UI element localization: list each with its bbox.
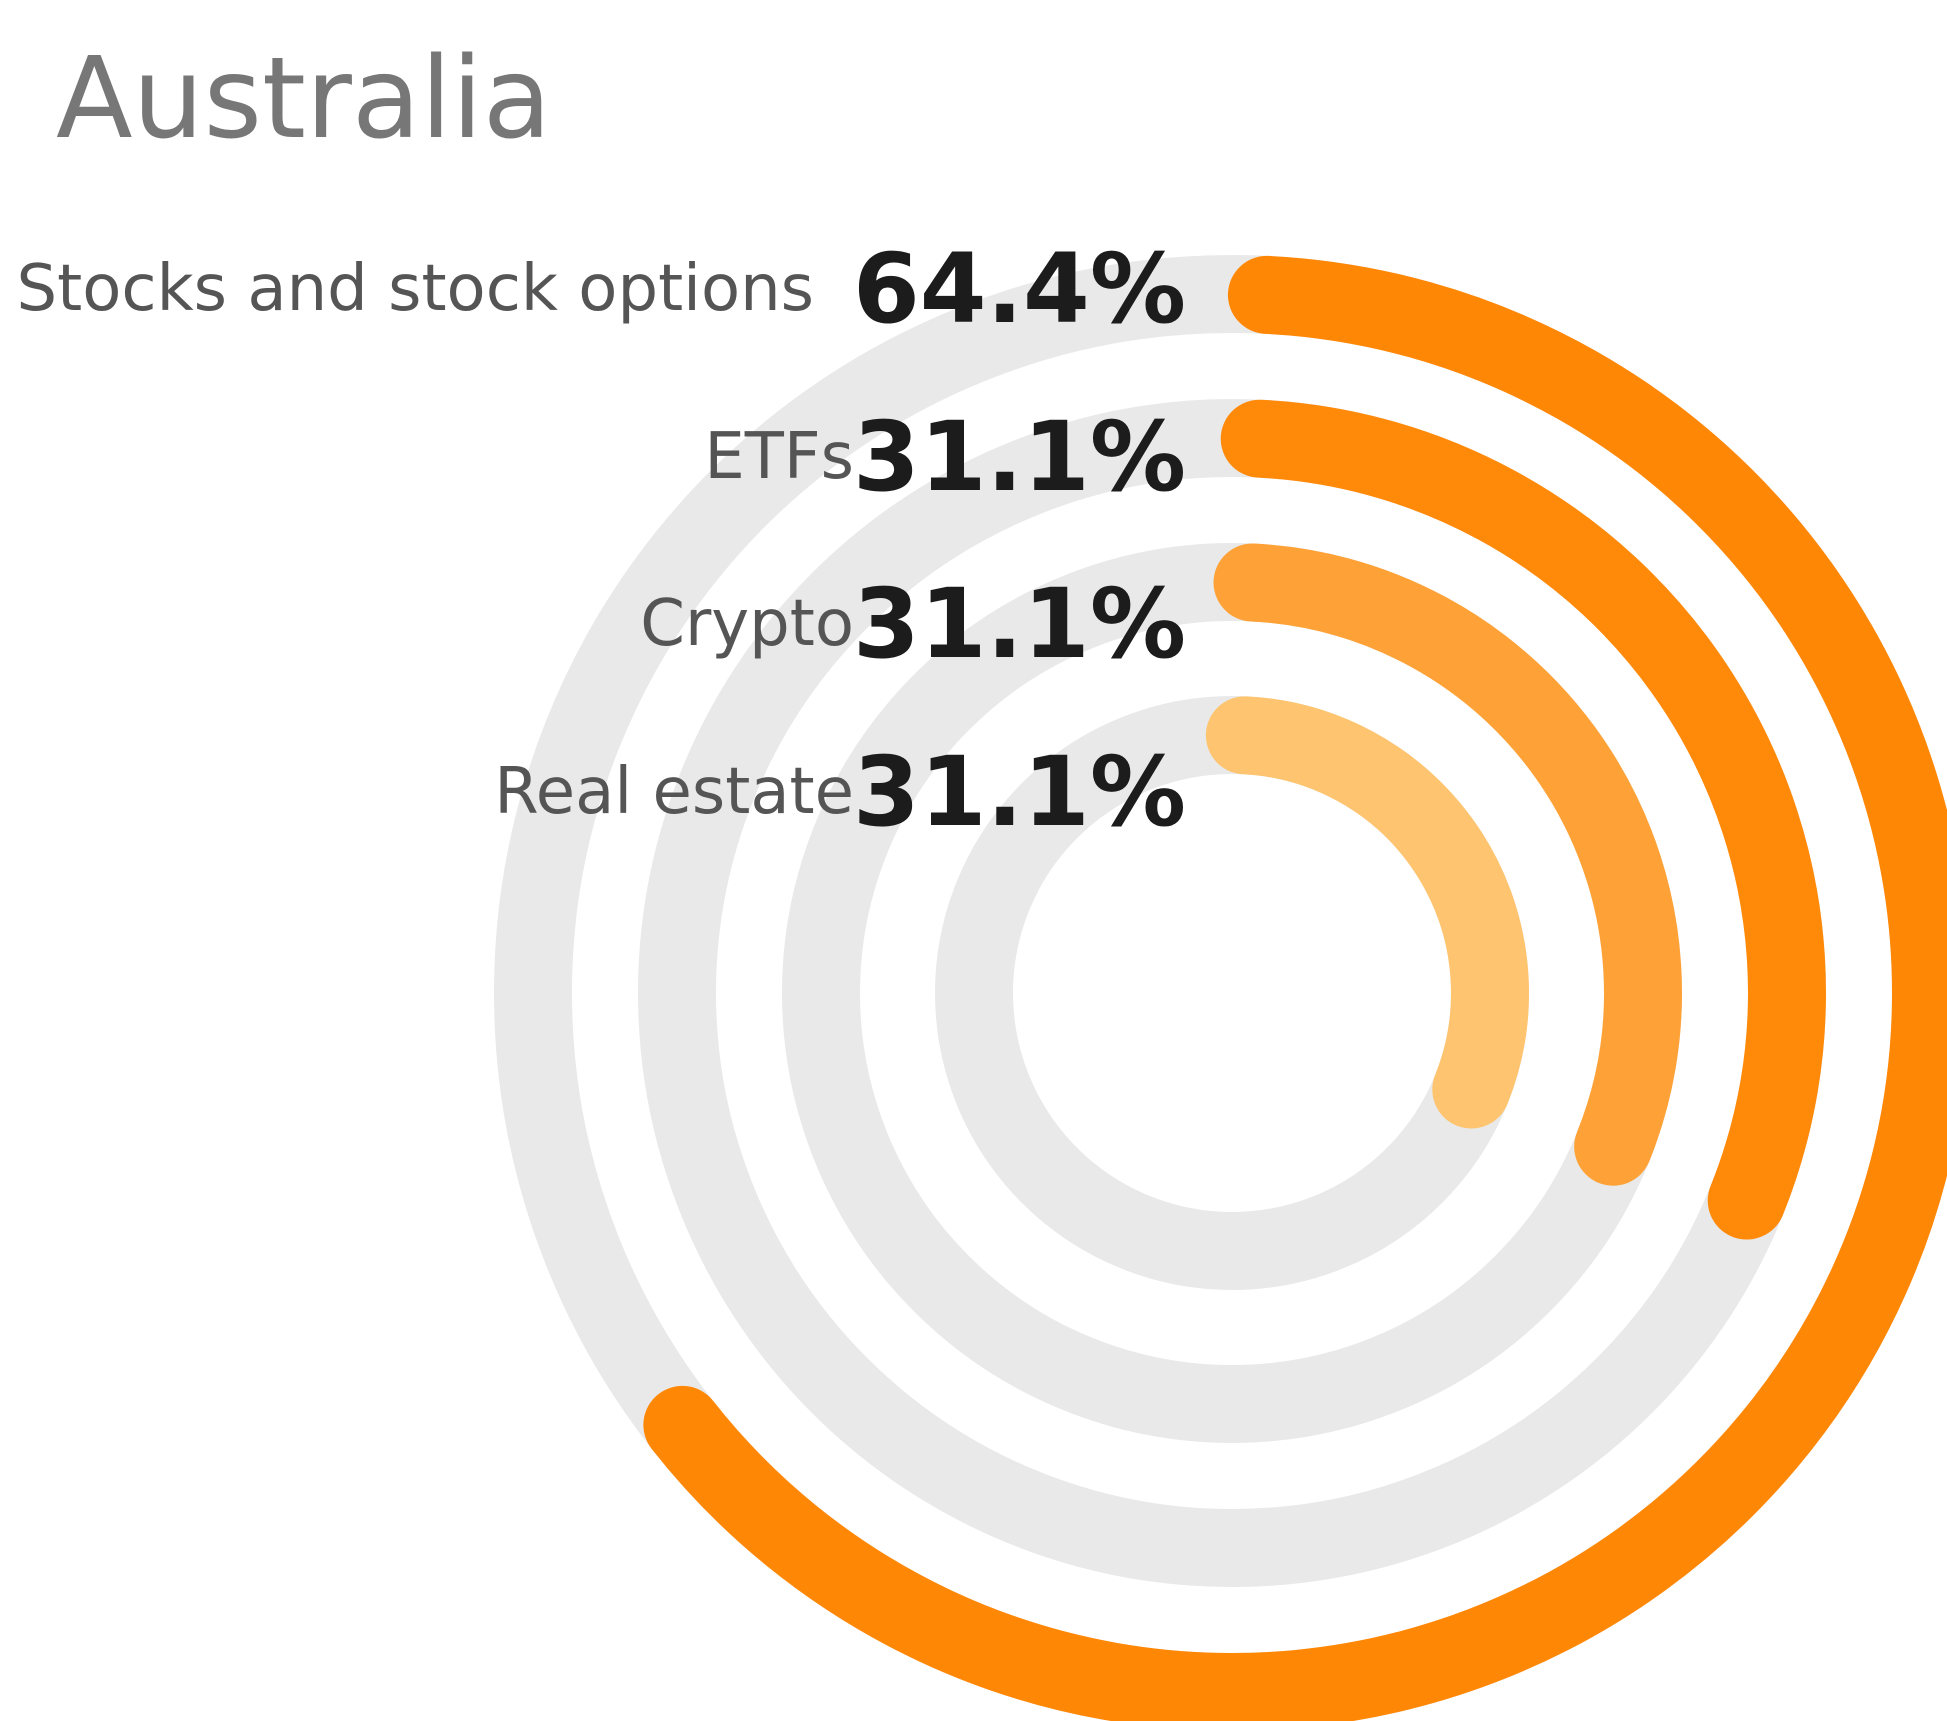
- value-label: 31.1%: [853, 401, 1186, 513]
- chart-title: Australia: [56, 34, 551, 164]
- category-label: Stocks and stock options: [17, 252, 814, 326]
- value-label: 31.1%: [853, 568, 1186, 680]
- category-label: ETFs: [704, 420, 854, 494]
- ring-bar: [643, 255, 1947, 1721]
- ring-bar: [1205, 696, 1529, 1129]
- category-label: Real estate: [494, 755, 854, 829]
- value-label: 64.4%: [853, 233, 1186, 345]
- ring-bar: [1213, 543, 1682, 1186]
- value-label: 31.1%: [853, 736, 1186, 848]
- category-label: Crypto: [640, 587, 854, 661]
- ring-bar: [1220, 399, 1826, 1240]
